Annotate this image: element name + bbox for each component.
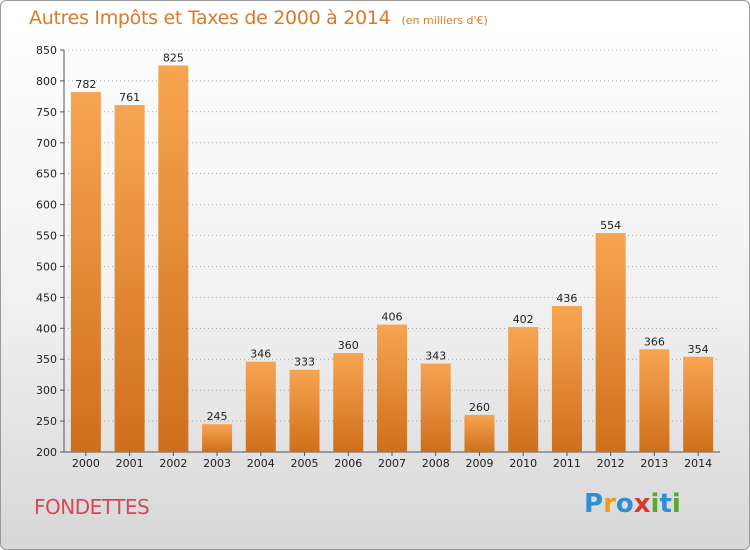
value-label-2005: 333 — [294, 356, 315, 369]
logo-letter: i — [650, 489, 660, 519]
value-label-2000: 782 — [75, 78, 96, 91]
bar-2008 — [420, 363, 451, 452]
bar-2006 — [333, 353, 364, 452]
y-tick-label: 450 — [36, 291, 57, 304]
x-tick-label-2007: 2007 — [378, 457, 406, 470]
y-tick-label: 200 — [36, 446, 57, 459]
y-tick-label: 800 — [36, 75, 57, 88]
bar-2002 — [158, 65, 189, 452]
x-tick-label-2002: 2002 — [159, 457, 187, 470]
x-tick-label-2000: 2000 — [72, 457, 100, 470]
y-tick-label: 700 — [36, 137, 57, 150]
title-text: Autres Impôts et Taxes de 2000 à 2014 — [29, 7, 391, 29]
logo-letter: P — [584, 489, 604, 519]
y-tick-label: 300 — [36, 384, 57, 397]
value-label-2014: 354 — [688, 343, 709, 356]
value-label-2011: 436 — [556, 292, 577, 305]
bar-2005 — [289, 369, 320, 452]
y-tick-label: 350 — [36, 353, 57, 366]
x-tick-label-2003: 2003 — [203, 457, 231, 470]
logo-letter: t — [659, 489, 672, 519]
value-label-2012: 554 — [600, 219, 621, 232]
logo-letter: i — [671, 489, 681, 519]
logo-letter: x — [633, 489, 651, 519]
bar-2000 — [70, 92, 101, 452]
bar-2011 — [551, 306, 582, 452]
x-tick-label-2012: 2012 — [597, 457, 625, 470]
bar-2001 — [114, 105, 145, 452]
y-tick-label: 250 — [36, 415, 57, 428]
x-tick-label-2005: 2005 — [291, 457, 319, 470]
logo-letter: r — [603, 489, 616, 519]
x-tick-label-2001: 2001 — [116, 457, 144, 470]
y-tick-label: 500 — [36, 260, 57, 273]
bars — [70, 65, 714, 452]
chart-title: Autres Impôts et Taxes de 2000 à 2014 (e… — [29, 7, 488, 29]
x-tick-label-2004: 2004 — [247, 457, 275, 470]
value-label-2008: 343 — [425, 350, 446, 363]
bar-2007 — [377, 324, 407, 452]
value-label-2013: 366 — [644, 335, 665, 348]
value-label-2004: 346 — [250, 348, 271, 361]
value-label-2007: 406 — [382, 311, 403, 324]
y-tick-label: 650 — [36, 168, 57, 181]
commune-name: FONDETTES — [34, 495, 150, 519]
bar-2004 — [245, 361, 276, 452]
bar-2003 — [202, 424, 233, 452]
x-tick-label-2013: 2013 — [640, 457, 668, 470]
value-label-2009: 260 — [469, 401, 490, 414]
bar-2010 — [508, 327, 539, 452]
value-label-2001: 761 — [119, 91, 140, 104]
bar-2013 — [639, 349, 670, 452]
y-tick-label: 550 — [36, 230, 57, 243]
x-tick-label-2010: 2010 — [509, 457, 537, 470]
bar-2014 — [683, 356, 714, 452]
value-label-2006: 360 — [338, 339, 359, 352]
y-tick-label: 600 — [36, 199, 57, 212]
bar-2009 — [464, 414, 495, 452]
value-label-2003: 245 — [207, 410, 228, 423]
proxiti-logo: Proxiti — [584, 489, 681, 519]
title-unit: (en milliers d'€) — [401, 14, 488, 27]
x-tick-label-2011: 2011 — [553, 457, 581, 470]
bar-2012 — [595, 233, 626, 452]
x-tick-label-2008: 2008 — [422, 457, 450, 470]
labels: 200 250 300 350 400 450 500 550 600 650 700 750 800 8… — [36, 44, 712, 470]
x-tick-label-2009: 2009 — [465, 457, 493, 470]
y-tick-label: 850 — [36, 44, 57, 57]
logo-letter: o — [615, 489, 634, 519]
x-tick-label-2006: 2006 — [334, 457, 362, 470]
value-label-2010: 402 — [513, 313, 534, 326]
x-tick-label-2014: 2014 — [684, 457, 712, 470]
y-tick-label: 750 — [36, 106, 57, 119]
value-label-2002: 825 — [163, 51, 184, 64]
y-tick-label: 400 — [36, 322, 57, 335]
